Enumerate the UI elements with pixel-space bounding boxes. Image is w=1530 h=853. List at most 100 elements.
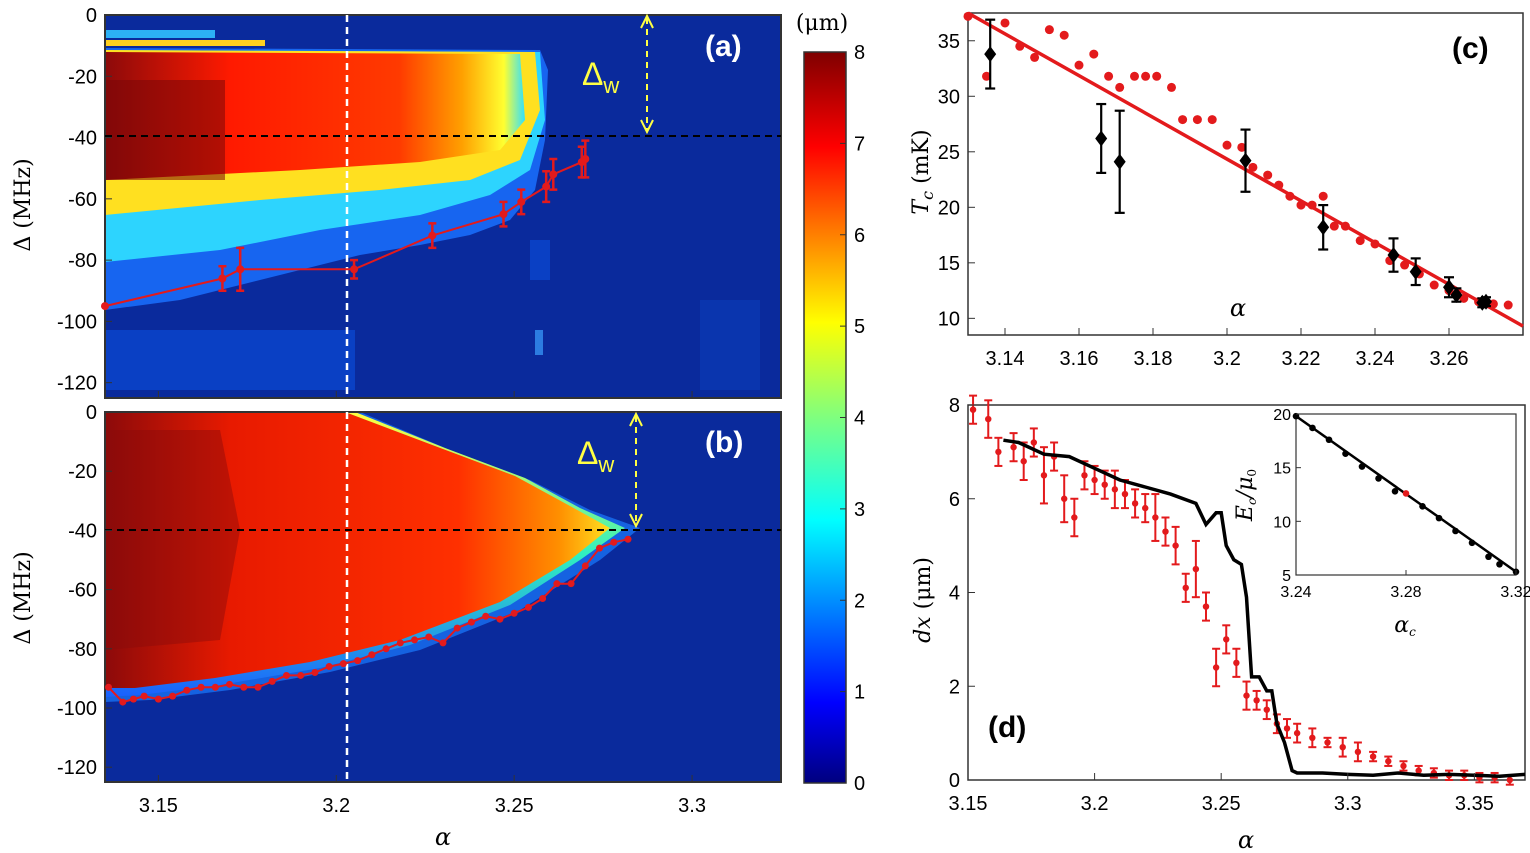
boundary-point bbox=[119, 698, 127, 706]
colorbar-tick-label: 3 bbox=[854, 499, 865, 521]
y-tick-label: -120 bbox=[57, 373, 97, 395]
boundary-point bbox=[517, 197, 526, 206]
exp-point bbox=[995, 448, 1002, 456]
panel-b-y-ticks: 0 -20 -40 -60 -80 -100 -120 bbox=[57, 402, 112, 779]
exp-point bbox=[1131, 500, 1139, 507]
colorbar-tick-label: 7 bbox=[854, 133, 865, 155]
red-point bbox=[1104, 71, 1114, 81]
panel-d-xlabel: α bbox=[1238, 826, 1254, 853]
red-point bbox=[1207, 115, 1217, 125]
exp-point bbox=[985, 415, 992, 423]
red-point bbox=[1307, 200, 1317, 210]
x-tick-label: 3.3 bbox=[1334, 793, 1362, 815]
exp-point bbox=[1030, 439, 1038, 446]
colorbar: (μm) 0 1 2 3 4 5 6 7 8 bbox=[796, 11, 865, 795]
inset-ylabel: Ec/μ0 bbox=[1233, 469, 1259, 522]
red-point bbox=[1329, 221, 1339, 231]
red-point bbox=[1089, 49, 1099, 59]
panel-c-scatter: 10 15 20 25 30 35 3.14 3.16 3.18 3.2 3.22 3.24 3.26… bbox=[909, 11, 1524, 370]
boundary-point bbox=[350, 265, 359, 274]
boundary-point bbox=[581, 155, 590, 164]
panel-b-x-ticks: 3.15 3.2 3.25 3.3 bbox=[139, 775, 706, 817]
exp-point bbox=[1040, 472, 1048, 479]
boundary-point bbox=[240, 683, 248, 691]
red-point bbox=[1263, 170, 1273, 180]
panel-a-ylabel: Δ (MHz) bbox=[11, 158, 36, 251]
inset-point bbox=[1468, 539, 1476, 547]
y-tick-label: -60 bbox=[68, 189, 97, 211]
exp-point bbox=[969, 406, 977, 413]
inset-point bbox=[1402, 490, 1410, 497]
panel-c-label: (c) bbox=[1452, 32, 1489, 65]
exp-point bbox=[1385, 758, 1392, 765]
x-tick-label: 3.2 bbox=[1213, 348, 1241, 370]
panel-c-y-ticks: 10 15 20 25 30 35 bbox=[938, 31, 975, 330]
x-tick-label: 3.14 bbox=[986, 348, 1025, 370]
boundary-point bbox=[610, 538, 618, 546]
panel-d-simulation bbox=[1003, 438, 1526, 779]
y-tick-label: -100 bbox=[57, 698, 97, 720]
exp-point bbox=[1192, 565, 1200, 573]
exp-point bbox=[1309, 734, 1316, 742]
boundary-point bbox=[254, 683, 262, 691]
panel-c-ylabel: Tc (mK) bbox=[909, 129, 937, 214]
x-tick-label: 3.24 bbox=[1356, 348, 1395, 370]
inset-y-tick-label: 10 bbox=[1273, 514, 1291, 531]
exp-point bbox=[1111, 486, 1119, 493]
x-tick-label: 3.18 bbox=[1134, 348, 1173, 370]
boundary-point bbox=[467, 618, 475, 626]
x-tick-label: 3.2 bbox=[1081, 793, 1109, 815]
colorbar-gradient bbox=[803, 51, 847, 784]
exp-point bbox=[1071, 514, 1078, 521]
inset-point bbox=[1485, 553, 1492, 561]
inset-y-tick-label: 5 bbox=[1282, 568, 1291, 585]
y-tick-label: 0 bbox=[86, 402, 97, 424]
inset-x-ticks: 3.24 3.28 3.32 bbox=[1280, 570, 1530, 601]
x-tick-label: 3.15 bbox=[949, 793, 988, 815]
panel-b-heatmap: Δw (b) 0 -20 -40 -60 -80 -100 -120 3.15 3.2 3.25… bbox=[11, 402, 782, 851]
exp-point bbox=[1223, 636, 1230, 643]
boundary-point bbox=[297, 671, 305, 679]
inset-point bbox=[1358, 463, 1366, 470]
exp-point bbox=[1061, 495, 1068, 502]
y-tick-label: 6 bbox=[949, 489, 960, 511]
boundary-point bbox=[140, 692, 148, 700]
exp-point bbox=[1283, 725, 1291, 732]
red-point bbox=[1130, 71, 1139, 81]
red-point bbox=[1355, 236, 1365, 246]
x-tick-label: 3.26 bbox=[1430, 348, 1469, 370]
y-tick-label: -60 bbox=[68, 580, 97, 602]
panel-a-delta-w: Δw bbox=[582, 56, 619, 98]
colorbar-tick-label: 1 bbox=[854, 682, 865, 704]
red-point bbox=[1296, 200, 1306, 210]
inset-xlabel: αc bbox=[1394, 613, 1416, 639]
inset-point bbox=[1309, 424, 1316, 432]
red-point bbox=[1429, 280, 1439, 290]
exp-point bbox=[1415, 767, 1422, 774]
exp-point bbox=[1121, 490, 1129, 498]
exp-point bbox=[1324, 739, 1331, 746]
inset-y-tick-label: 20 bbox=[1273, 407, 1291, 424]
boundary-point bbox=[524, 603, 532, 611]
boundary-point bbox=[236, 265, 245, 274]
exp-point bbox=[1081, 472, 1088, 479]
black-diamond bbox=[1443, 279, 1455, 296]
red-point bbox=[1115, 82, 1125, 92]
red-point bbox=[1400, 260, 1410, 270]
colorbar-ticks: 0 1 2 3 4 5 6 7 8 bbox=[840, 42, 865, 795]
panel-c-xlabel: α bbox=[1230, 294, 1246, 322]
black-diamond bbox=[1387, 247, 1400, 264]
x-tick-label: 3.25 bbox=[495, 795, 534, 817]
boundary-point bbox=[553, 580, 561, 588]
inset-point bbox=[1325, 436, 1333, 444]
y-tick-label: 30 bbox=[938, 86, 960, 108]
colorbar-tick-label: 5 bbox=[854, 316, 865, 338]
boundary-point bbox=[549, 170, 558, 179]
black-diamond bbox=[1409, 263, 1422, 280]
boundary-point bbox=[425, 633, 433, 641]
exp-point bbox=[1293, 729, 1301, 737]
inset-x-tick-label: 3.28 bbox=[1390, 584, 1421, 601]
y-tick-label: 8 bbox=[949, 395, 960, 417]
boundary-point bbox=[101, 302, 109, 311]
exp-point bbox=[1243, 692, 1250, 699]
